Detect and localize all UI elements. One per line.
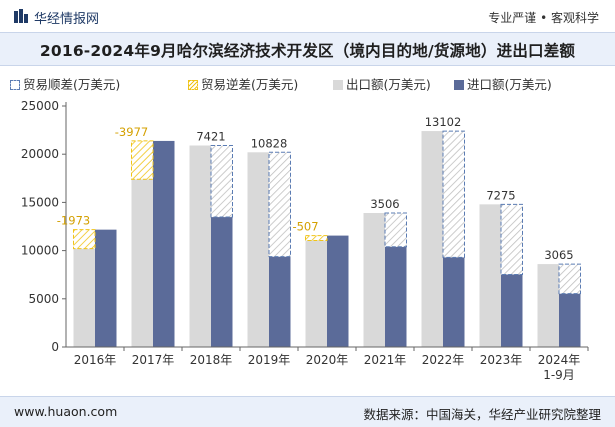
top-bar: 华经情报网 专业严谨 • 客观科学: [0, 0, 615, 32]
x-tick-label: 2022年: [422, 353, 465, 367]
import-bar: [327, 235, 349, 347]
surplus-box: [268, 151, 291, 258]
y-axis: 0 5000 10000 15000 20000 25000: [21, 99, 67, 354]
import-bar: [211, 217, 233, 347]
x-axis: 2016年 2017年 2018年 2019年 2020年 2021年 2022年 2023年…: [66, 346, 589, 382]
export-bar: [363, 213, 385, 347]
chart-title: 2016-2024年9月哈尔滨经济技术开发区（境内目的地/货源地）进出口差额: [39, 42, 576, 60]
import-bar: [385, 246, 407, 347]
export-bar: [247, 152, 269, 347]
x-tick-label: 2021年: [364, 353, 407, 367]
legend-item-surplus: 贸易顺差(万美元): [10, 74, 120, 93]
y-tick-label: 25000: [21, 99, 59, 113]
legend-item-deficit: 贸易逆差(万美元): [188, 74, 298, 93]
deficit-box: [73, 229, 96, 250]
export-bar: [479, 204, 501, 347]
import-bar: [153, 140, 175, 347]
y-tick-label: 5000: [28, 292, 59, 306]
x-tick-label-line: 2019年: [248, 353, 291, 367]
x-tick-label-line: 1-9月: [543, 368, 575, 382]
y-tick-label: 10000: [21, 244, 59, 258]
export-bar: [189, 145, 211, 347]
chart-area: 0 5000 10000 15000 20000 25000 -1973 -3977 7421…: [21, 99, 589, 382]
surplus-box: [500, 203, 523, 275]
balance-label: -507: [292, 220, 318, 234]
balance-label: -1973: [57, 214, 90, 228]
x-tick-label: 2018年: [190, 353, 233, 367]
x-tick-label-line: 2017年: [132, 353, 175, 367]
y-tick-label: 20000: [21, 147, 59, 161]
balance-label: 3065: [544, 248, 573, 262]
balance-label: 13102: [425, 115, 462, 129]
footer: www.huaon.com 数据来源：中国海关，华经产业研究院整理: [0, 396, 615, 427]
bar-logo-icon: [14, 9, 28, 23]
y-tick-label: 15000: [21, 195, 59, 209]
x-tick-label-line: 2016年: [74, 353, 117, 367]
import-bar: [501, 274, 523, 347]
balance-label: 7421: [196, 130, 225, 144]
x-tick-label-line: 2021年: [364, 353, 407, 367]
surplus-box: [384, 212, 407, 248]
legend-label-deficit: 贸易逆差(万美元): [201, 77, 299, 92]
surplus-swatch: [10, 80, 20, 90]
legend-label-surplus: 贸易顺差(万美元): [23, 77, 121, 92]
export-bar: [421, 131, 443, 347]
deficit-box: [305, 235, 328, 241]
import-swatch: [454, 80, 464, 90]
deficit-box: [131, 140, 154, 180]
x-tick-label: 2023年: [480, 353, 523, 367]
export-bar: [73, 248, 95, 347]
legend-label-export: 出口额(万美元): [346, 77, 431, 92]
legend-item-export: 出口额(万美元): [333, 74, 431, 93]
y-tick-label: 0: [51, 340, 59, 354]
balance-label: -3977: [115, 125, 148, 139]
x-tick-label-line: 2024年: [538, 353, 581, 367]
import-bar: [95, 229, 117, 347]
brand-name: 华经情报网: [34, 12, 100, 27]
bars: -1973 -3977 7421 10828 -507 3506 13102 7275 3065: [57, 115, 581, 347]
tagline: 专业严谨 • 客观科学: [488, 11, 599, 25]
balance-label: 10828: [251, 136, 288, 150]
data-source: 数据来源：中国海关，华经产业研究院整理: [363, 407, 601, 422]
x-tick-label: 2019年: [248, 353, 291, 367]
x-tick-label-line: 2023年: [480, 353, 523, 367]
legend-label-import: 进口额(万美元): [467, 77, 552, 92]
x-tick-label: 2020年: [306, 353, 349, 367]
export-bar: [305, 240, 327, 347]
import-bar: [443, 257, 465, 347]
balance-label: 7275: [486, 188, 515, 202]
title-bar: 2016-2024年9月哈尔滨经济技术开发区（境内目的地/货源地）进出口差额: [0, 32, 615, 66]
export-bar: [131, 179, 153, 347]
x-tick-label-line: 2018年: [190, 353, 233, 367]
surplus-box: [210, 145, 233, 218]
footer-url: www.huaon.com: [14, 404, 118, 419]
export-swatch: [333, 80, 343, 90]
balance-label: 3506: [370, 197, 399, 211]
x-tick-label: 2016年: [74, 353, 117, 367]
deficit-swatch: [188, 80, 198, 90]
x-tick-label: 2024年 1-9月: [538, 353, 581, 382]
import-bar: [269, 256, 291, 347]
x-tick-label: 2017年: [132, 353, 175, 367]
export-bar: [537, 264, 559, 347]
legend-item-import: 进口额(万美元): [454, 74, 552, 93]
x-tick-label-line: 2022年: [422, 353, 465, 367]
surplus-box: [558, 263, 581, 295]
import-bar: [559, 293, 581, 347]
surplus-box: [442, 130, 465, 258]
x-tick-label-line: 2020年: [306, 353, 349, 367]
